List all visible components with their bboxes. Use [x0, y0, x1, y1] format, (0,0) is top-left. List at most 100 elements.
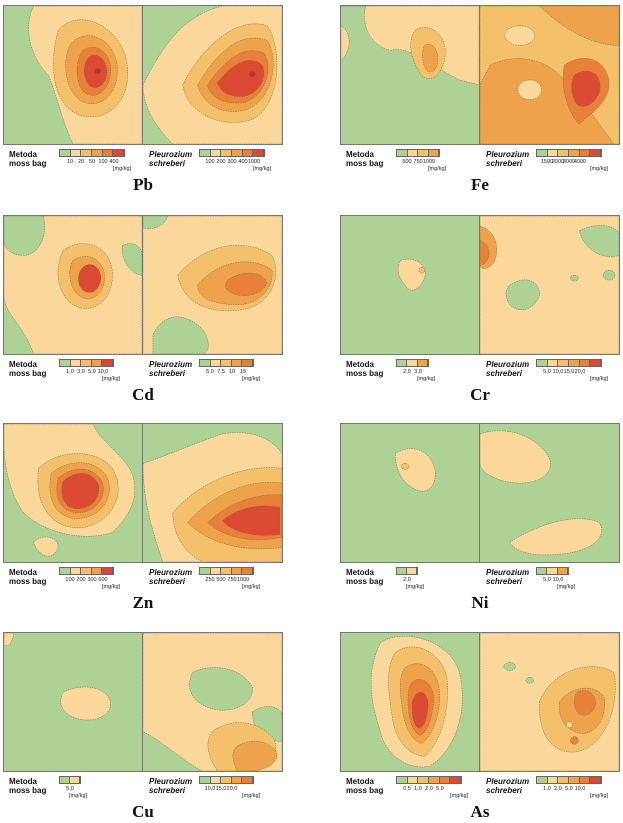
- legend-swatch: [407, 150, 418, 156]
- legend-swatch: [60, 777, 70, 783]
- legend-title-line: moss bag: [9, 786, 47, 795]
- fe-pleurozium-contour-4: [571, 70, 601, 107]
- legend-title-line: schreberi: [149, 577, 186, 586]
- cr-pleurozium-contour-1: [578, 225, 619, 257]
- cr-pleurozium-contour-6: [480, 240, 490, 266]
- legend-tick-label: 2,0: [554, 786, 562, 792]
- fe-pleurozium-legend-swatches: [536, 149, 602, 157]
- as-pleurozium-contour-8: [566, 721, 573, 728]
- fe-pleurozium-legend-unit: [mg/kg]: [590, 166, 609, 172]
- zn-moss-bag-legend-unit: [mg/kg]: [102, 584, 121, 590]
- legend-tick-label: 15,0: [215, 786, 227, 792]
- legend-tick-label: 5,0: [66, 786, 74, 792]
- legend-tick-label: 1,0: [66, 369, 74, 375]
- cr-pleurozium-legend-ticks: 5,0 10,0 15,0 20,0: [536, 369, 602, 377]
- cu-moss-bag-contour-0: [4, 633, 15, 646]
- cr-pleurozium-legend: Pleurozium schreberi 5,0 10,0 15,0 20,0 [mg/kg…: [480, 357, 620, 383]
- cd-pleurozium-legend-title: Pleurozium schreberi: [149, 360, 192, 378]
- legend-title-line: Metoda: [9, 568, 37, 577]
- pb-pleurozium-legend: Pleurozium schreberi 100 200 300 400 1000 [mg/k…: [143, 147, 283, 173]
- legend-title-line: moss bag: [9, 369, 47, 378]
- cu-pleurozium-contour-svg: [143, 633, 282, 771]
- legend-tick-label: 300: [87, 577, 97, 583]
- legend-title-line: Pleurozium: [486, 777, 530, 786]
- cd-pleurozium-map: [143, 216, 282, 354]
- cd-moss-bag-map: [4, 216, 143, 354]
- legend-tick-label: 500: [402, 159, 412, 165]
- legend-tick-label: 5,0: [88, 369, 96, 375]
- legend-tick-label: 20,0: [574, 369, 586, 375]
- legend-tick-label: 500: [216, 577, 226, 583]
- legend-tick-label: 10,0: [97, 369, 109, 375]
- legend-tick-label: 0,5: [403, 786, 411, 792]
- legend-swatch: [590, 150, 602, 156]
- legend-swatch: [102, 568, 113, 574]
- zn-pleurozium-legend-swatches: [199, 567, 254, 575]
- pb-moss-bag-contour-svg: [28, 6, 142, 144]
- legend-title-line: Pleurozium: [486, 360, 530, 369]
- cd-element-label: Cd: [132, 385, 154, 404]
- cr-pleurozium-contour-svg: [480, 216, 619, 354]
- cu-moss-bag-legend-swatches: [59, 776, 81, 784]
- legend-swatch: [407, 360, 418, 366]
- cd-maps: [3, 215, 283, 355]
- cr-moss-bag-map: [341, 216, 480, 354]
- legend-swatch: [221, 150, 233, 156]
- legend-swatch: [537, 360, 548, 366]
- legend-swatch: [537, 568, 548, 574]
- ni-element-label: Ni: [471, 593, 489, 612]
- as-pleurozium-contour-6: [574, 690, 596, 716]
- legend-swatch: [579, 150, 591, 156]
- legend-tick-label: 10: [66, 159, 74, 165]
- as-moss-bag-contour-svg: [370, 636, 463, 768]
- pb-pleurozium-contour-4: [217, 60, 264, 97]
- legend-swatch: [210, 150, 222, 156]
- ni-pleurozium-legend-title: Pleurozium schreberi: [486, 568, 529, 586]
- pb-maps: [3, 5, 283, 145]
- legend-swatch: [407, 777, 419, 783]
- cr-pleurozium-legend-unit: [mg/kg]: [590, 376, 609, 382]
- as-moss-bag-legend-swatches: [396, 776, 462, 784]
- cr-pleurozium-contour-4: [570, 274, 579, 282]
- cd-moss-bag-contour-5: [78, 264, 102, 293]
- ni-moss-bag-contour-0: [394, 448, 436, 492]
- cu-pleurozium-legend: Pleurozium schreberi 10,0 15,0 20,0 [mg/kg]: [143, 774, 283, 800]
- zn-legend-row: Metoda moss bag 100 200 300 600 [mg/kg] Pleuroz…: [3, 565, 283, 591]
- fe-moss-bag-contour-1: [341, 25, 350, 61]
- legend-swatch: [102, 150, 114, 156]
- fe-legend-row: Metoda moss bag 500 750 1000 [mg/kg] Pleuroziu…: [340, 147, 620, 173]
- legend-tick-label: 2,0: [403, 577, 411, 583]
- cr-moss-bag-contour-0: [397, 258, 426, 291]
- cd-moss-bag-contour-2: [121, 243, 142, 276]
- pb-pleurozium-legend-title: Pleurozium schreberi: [149, 150, 192, 168]
- cu-moss-bag-legend-unit: [mg/kg]: [69, 793, 88, 799]
- cd-moss-bag-contour-1: [4, 216, 45, 256]
- legend-swatch: [418, 150, 429, 156]
- cd-pleurozium-contour-svg: [143, 216, 282, 354]
- ni-moss-bag-legend-ticks: 2,0: [396, 577, 418, 585]
- legend-swatch: [232, 150, 243, 156]
- legend-tick-label: 200: [76, 577, 86, 583]
- legend-tick-label: 5,0: [206, 369, 214, 375]
- pb-moss-bag-contour-5: [94, 67, 101, 75]
- ni-pleurozium-legend-swatches: [536, 567, 569, 575]
- as-pleurozium-map: [480, 633, 619, 771]
- legend-swatch: [81, 150, 93, 156]
- ni-pleurozium-contour-svg: [480, 430, 602, 556]
- legend-swatch: [231, 360, 243, 366]
- ni-pleurozium-map: [480, 424, 619, 562]
- cr-legend-row: Metoda moss bag 2,0 3,0 [mg/kg] Pleurozium sch…: [340, 357, 620, 383]
- legend-swatch: [579, 360, 591, 366]
- cu-element-label: Cu: [132, 802, 154, 821]
- ni-maps: [340, 423, 620, 563]
- legend-swatch: [569, 777, 580, 783]
- as-moss-bag-contour-4: [411, 692, 429, 729]
- legend-title-line: Metoda: [346, 360, 374, 369]
- cr-pleurozium-legend-swatches: [536, 359, 602, 367]
- fe-moss-bag-legend-unit: [mg/kg]: [428, 166, 447, 172]
- legend-tick-label: 5,0: [543, 577, 551, 583]
- legend-swatch: [231, 777, 243, 783]
- cu-pleurozium-contour-4: [232, 740, 278, 771]
- ni-moss-bag-legend: Metoda moss bag 2,0 [mg/kg]: [340, 565, 480, 591]
- as-pleurozium-contour-1: [503, 662, 517, 671]
